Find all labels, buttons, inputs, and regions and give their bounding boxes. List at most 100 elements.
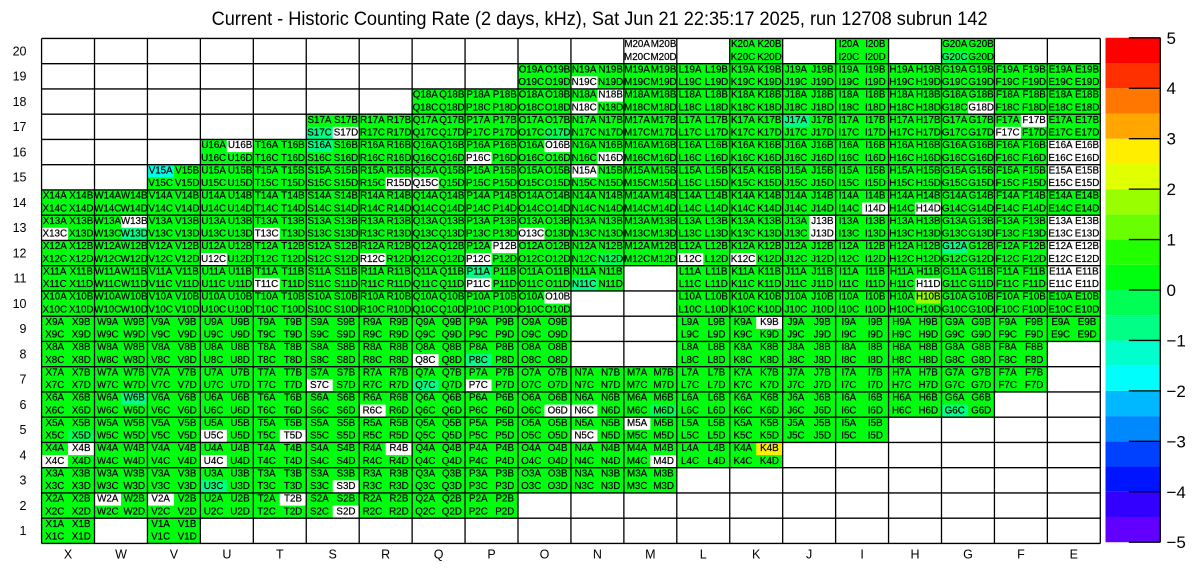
svg-text:H11C: H11C xyxy=(890,279,914,290)
svg-text:X13B: X13B xyxy=(69,216,93,227)
svg-text:Q6D: Q6D xyxy=(442,405,462,416)
svg-text:13: 13 xyxy=(13,221,27,235)
svg-text:H10A: H10A xyxy=(890,292,915,303)
svg-text:J14C: J14C xyxy=(784,203,807,214)
svg-text:F17B: F17B xyxy=(1022,115,1046,126)
svg-text:F9A: F9A xyxy=(999,317,1017,328)
svg-text:U12B: U12B xyxy=(228,241,253,252)
svg-text:I: I xyxy=(860,548,863,562)
svg-text:K8D: K8D xyxy=(760,355,779,366)
svg-text:U16C: U16C xyxy=(201,153,226,164)
svg-text:G20B: G20B xyxy=(969,39,995,50)
svg-text:W6B: W6B xyxy=(124,393,146,404)
svg-text:T7D: T7D xyxy=(284,380,303,391)
svg-text:H6A: H6A xyxy=(892,393,912,404)
svg-text:K10C: K10C xyxy=(731,304,756,315)
svg-text:N3B: N3B xyxy=(601,468,621,479)
svg-text:X11B: X11B xyxy=(70,266,94,277)
svg-text:V15D: V15D xyxy=(175,178,200,189)
svg-text:W5C: W5C xyxy=(97,431,119,442)
svg-text:U5B: U5B xyxy=(231,418,251,429)
svg-text:P10B: P10B xyxy=(493,292,517,303)
svg-text:U3A: U3A xyxy=(204,468,224,479)
svg-text:T3A: T3A xyxy=(258,468,276,479)
svg-text:N6A: N6A xyxy=(575,393,595,404)
svg-text:Q16D: Q16D xyxy=(439,153,465,164)
svg-text:K16D: K16D xyxy=(757,153,782,164)
svg-text:L4C: L4C xyxy=(681,456,699,467)
svg-text:P16B: P16B xyxy=(493,140,517,151)
svg-text:M19B: M19B xyxy=(651,64,677,75)
svg-text:G11B: G11B xyxy=(969,266,994,277)
svg-text:V8B: V8B xyxy=(178,342,197,353)
svg-text:X3A: X3A xyxy=(46,468,65,479)
svg-text:K11C: K11C xyxy=(731,279,755,290)
svg-text:L14A: L14A xyxy=(679,191,702,202)
svg-text:V7C: V7C xyxy=(151,380,170,391)
svg-text:N17B: N17B xyxy=(598,115,623,126)
svg-text:O11D: O11D xyxy=(545,279,570,290)
svg-text:K18B: K18B xyxy=(757,90,781,101)
svg-text:H12B: H12B xyxy=(916,241,941,252)
svg-text:T4A: T4A xyxy=(258,443,276,454)
svg-text:E11B: E11B xyxy=(1075,266,1099,277)
svg-text:K11D: K11D xyxy=(758,279,782,290)
svg-text:K18D: K18D xyxy=(757,102,782,113)
svg-text:G7B: G7B xyxy=(971,367,991,378)
svg-text:X6C: X6C xyxy=(45,405,64,416)
svg-text:S14B: S14B xyxy=(334,191,358,202)
svg-text:O3C: O3C xyxy=(521,481,541,492)
svg-text:T2C: T2C xyxy=(257,506,276,517)
svg-text:V14D: V14D xyxy=(175,203,200,214)
svg-text:I6C: I6C xyxy=(841,405,856,416)
svg-text:M20A: M20A xyxy=(624,39,650,50)
svg-text:U14A: U14A xyxy=(201,191,226,202)
svg-text:S9A: S9A xyxy=(310,317,329,328)
svg-text:O16B: O16B xyxy=(545,140,571,151)
svg-text:T11B: T11B xyxy=(282,266,305,277)
svg-text:N17C: N17C xyxy=(572,128,597,139)
svg-text:E14A: E14A xyxy=(1049,191,1073,202)
svg-text:N14D: N14D xyxy=(598,203,623,214)
svg-text:V3B: V3B xyxy=(178,468,197,479)
svg-text:R14C: R14C xyxy=(360,203,385,214)
svg-text:K19B: K19B xyxy=(757,64,781,75)
svg-text:E18D: E18D xyxy=(1075,102,1100,113)
svg-text:P5D: P5D xyxy=(495,431,514,442)
svg-text:N13B: N13B xyxy=(598,216,623,227)
svg-text:V1B: V1B xyxy=(178,519,197,530)
svg-text:V12C: V12C xyxy=(148,254,173,265)
svg-text:I5B: I5B xyxy=(868,418,883,429)
svg-text:S3B: S3B xyxy=(337,468,356,479)
svg-text:Q18B: Q18B xyxy=(439,90,465,101)
svg-text:N4C: N4C xyxy=(574,456,594,467)
svg-text:5: 5 xyxy=(1167,29,1176,48)
svg-text:G10A: G10A xyxy=(942,292,968,303)
svg-text:M6D: M6D xyxy=(653,405,674,416)
svg-text:U13B: U13B xyxy=(228,216,253,227)
svg-text:P7A: P7A xyxy=(469,367,488,378)
svg-text:K12A: K12A xyxy=(731,241,755,252)
svg-text:L11A: L11A xyxy=(679,266,702,277)
svg-text:S5D: S5D xyxy=(336,431,355,442)
svg-text:H12D: H12D xyxy=(916,254,941,265)
svg-text:I13C: I13C xyxy=(838,229,859,240)
svg-text:S15C: S15C xyxy=(307,178,332,189)
svg-text:I17A: I17A xyxy=(839,115,860,126)
svg-text:P11B: P11B xyxy=(493,266,517,277)
svg-text:E9D: E9D xyxy=(1078,330,1097,341)
svg-text:I18C: I18C xyxy=(838,102,859,113)
svg-text:P2D: P2D xyxy=(495,506,514,517)
svg-text:O12C: O12C xyxy=(518,254,544,265)
svg-text:J13D: J13D xyxy=(811,229,834,240)
svg-text:O17B: O17B xyxy=(545,115,571,126)
svg-text:H13B: H13B xyxy=(916,216,941,227)
svg-text:W10D: W10D xyxy=(121,304,148,315)
svg-text:P17C: P17C xyxy=(466,128,491,139)
svg-text:L15B: L15B xyxy=(705,165,728,176)
svg-text:1: 1 xyxy=(1167,231,1176,250)
svg-text:J12C: J12C xyxy=(784,254,807,265)
svg-text:Q14B: Q14B xyxy=(439,191,465,202)
svg-text:T13C: T13C xyxy=(255,229,279,240)
svg-text:R4C: R4C xyxy=(363,456,383,467)
